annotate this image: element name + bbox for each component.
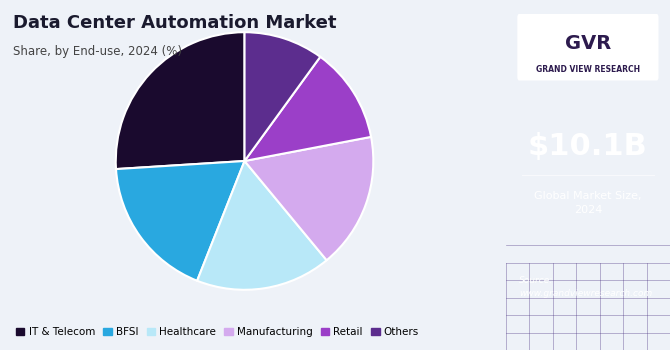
Wedge shape [116, 161, 245, 281]
Text: Global Market Size,
2024: Global Market Size, 2024 [534, 191, 642, 215]
Text: Source:
www.grandviewresearch.com: Source: www.grandviewresearch.com [519, 276, 652, 298]
FancyBboxPatch shape [517, 14, 659, 80]
Text: Data Center Automation Market: Data Center Automation Market [13, 14, 337, 32]
Wedge shape [245, 57, 371, 161]
Text: GVR: GVR [565, 34, 611, 53]
Wedge shape [245, 137, 373, 260]
Text: GRAND VIEW RESEARCH: GRAND VIEW RESEARCH [536, 65, 640, 75]
Wedge shape [116, 32, 245, 169]
Text: $10.1B: $10.1B [528, 133, 648, 161]
Wedge shape [245, 32, 320, 161]
Legend: IT & Telecom, BFSI, Healthcare, Manufacturing, Retail, Others: IT & Telecom, BFSI, Healthcare, Manufact… [12, 323, 423, 341]
Wedge shape [197, 161, 327, 290]
Text: Share, by End-use, 2024 (%): Share, by End-use, 2024 (%) [13, 46, 182, 58]
